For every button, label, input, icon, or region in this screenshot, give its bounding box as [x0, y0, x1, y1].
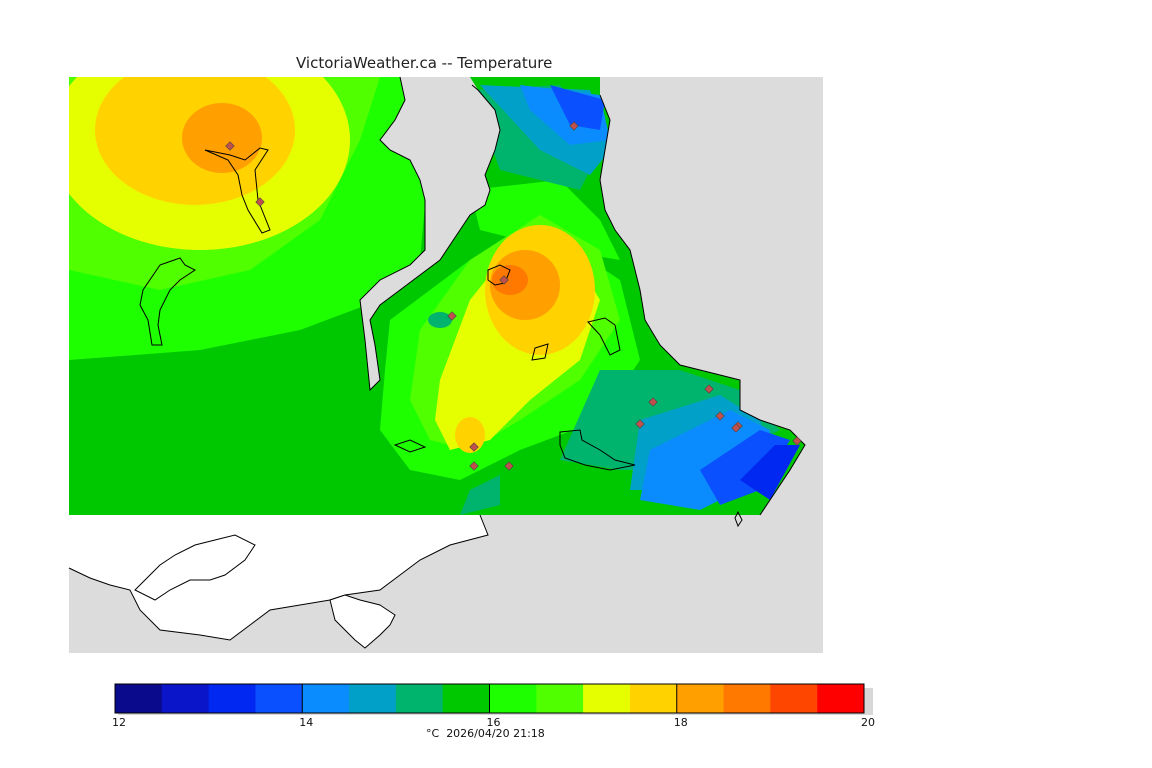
colorbar-cell [442, 684, 490, 713]
weather-station-marker[interactable] [715, 411, 725, 421]
weather-station-marker[interactable] [635, 419, 645, 429]
san-juan-islands [134, 534, 396, 649]
colorbar-cell [395, 684, 444, 713]
colorbar-cell [583, 684, 631, 713]
colorbar-tick-label: 12 [112, 716, 126, 729]
colorbar-cell [489, 684, 537, 713]
colorbar-cell [302, 684, 350, 713]
mainland-east [360, 77, 500, 390]
weather-station-marker[interactable] [447, 311, 457, 321]
colorbar-cell [115, 684, 163, 713]
weather-station-marker[interactable] [569, 121, 579, 131]
colorbar-cell [629, 684, 678, 713]
colorbar-tick-label: 18 [673, 716, 688, 729]
colorbar-cell [349, 684, 397, 713]
colorbar-cell [536, 684, 584, 713]
colorbar-cell [676, 684, 725, 713]
coastlines [68, 76, 806, 641]
colorbar-cell [161, 684, 210, 713]
colorbar-cell [255, 684, 303, 713]
mainland-northeast [600, 77, 823, 515]
weather-station-marker[interactable] [255, 197, 265, 207]
weather-station-marker[interactable] [704, 384, 714, 394]
map-title: VictoriaWeather.ca -- Temperature [296, 54, 553, 72]
colorbar-cell [723, 684, 771, 713]
weather-station-marker[interactable] [499, 275, 509, 285]
colorbar-cell [770, 684, 818, 713]
weather-station-marker[interactable] [792, 436, 802, 446]
mainland-south [69, 515, 823, 653]
colorbar-caption: °C 2026/04/20 21:18 [426, 727, 545, 740]
weather-station-marker[interactable] [504, 461, 514, 471]
weather-station-marker[interactable] [469, 442, 479, 452]
weather-station-marker[interactable] [731, 423, 741, 433]
water-area [69, 515, 488, 640]
colorbar-tick-label: 14 [299, 716, 314, 729]
weather-station-marker[interactable] [469, 461, 479, 471]
colorbar-cell [208, 684, 256, 713]
colorbar-tick-label: 16 [486, 716, 501, 729]
weather-station-marker[interactable] [225, 141, 235, 151]
colorbar-tick-label: 20 [861, 716, 875, 729]
station-markers [225, 121, 802, 471]
colorbar-cell [817, 684, 865, 713]
unit-label: °C [426, 727, 440, 740]
timestamp: 2026/04/20 21:18 [446, 727, 545, 740]
weather-station-marker[interactable] [648, 397, 658, 407]
